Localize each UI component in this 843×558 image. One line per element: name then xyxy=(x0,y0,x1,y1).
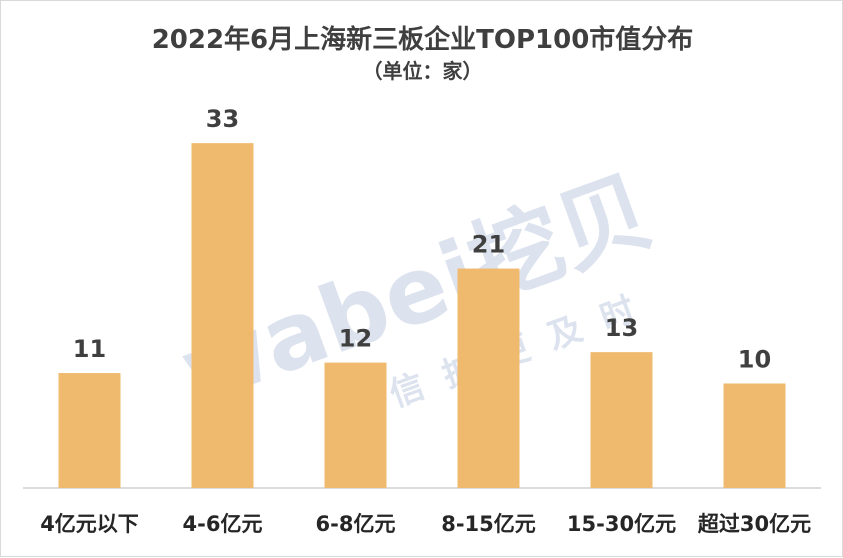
chart-title: 2022年6月上海新三板企业TOP100市值分布 xyxy=(151,25,694,55)
x-tick-label: 超过30亿元 xyxy=(698,512,811,536)
data-label: 10 xyxy=(738,346,771,374)
x-tick-label: 8-15亿元 xyxy=(441,512,536,536)
bar xyxy=(324,362,387,488)
data-label: 21 xyxy=(472,231,505,259)
data-label: 33 xyxy=(206,105,239,133)
x-tick-label: 15-30亿元 xyxy=(567,512,676,536)
data-label: 11 xyxy=(73,335,106,363)
bar xyxy=(58,373,121,488)
chart-subtitle: （单位：家） xyxy=(362,59,483,83)
bar xyxy=(723,383,786,488)
x-tick-label: 4亿元以下 xyxy=(40,512,139,536)
bar xyxy=(590,352,653,488)
x-tick-label: 4-6亿元 xyxy=(183,512,263,536)
data-label: 12 xyxy=(339,325,372,353)
bar xyxy=(457,268,520,488)
data-label: 13 xyxy=(605,314,638,342)
x-tick-label: 6-8亿元 xyxy=(316,512,396,536)
bar xyxy=(191,143,254,488)
